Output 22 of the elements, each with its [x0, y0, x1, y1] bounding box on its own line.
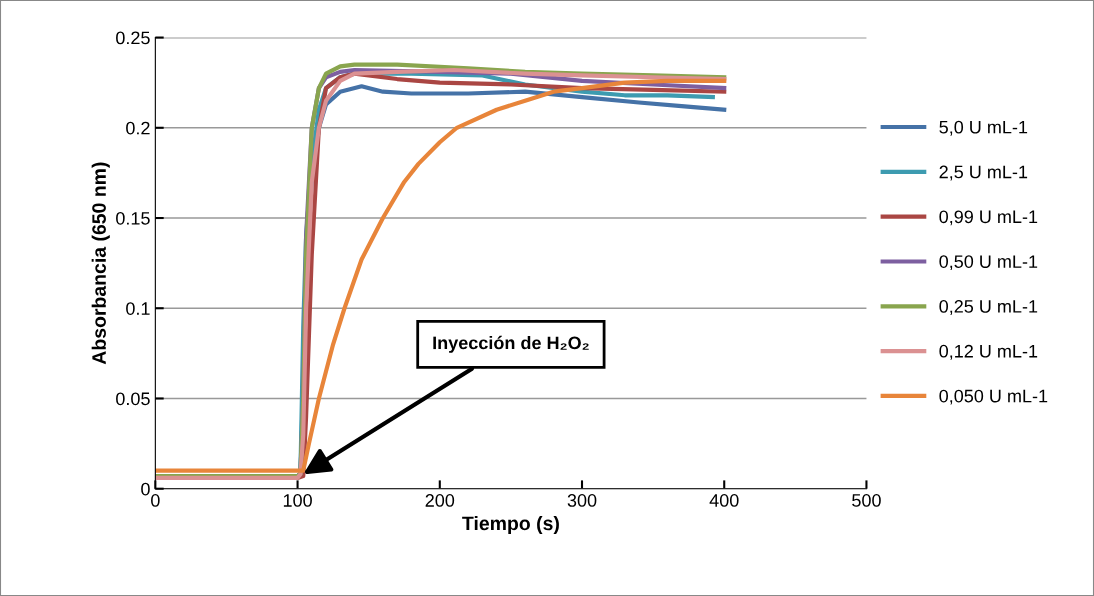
y-tick-label: 0.1	[126, 302, 150, 315]
x-tick-label: 300	[567, 494, 597, 507]
y-tick-label: 0.2	[126, 121, 150, 135]
y-axis-title: Absorbancia (650 nm)	[91, 162, 110, 365]
x-tick-label: 100	[283, 494, 312, 507]
legend-label: 2,5 U mL-1	[939, 165, 1028, 181]
y-tick-label: 0	[141, 482, 150, 496]
y-tick-label: 0.05	[116, 392, 150, 406]
y-tick-label: 0.25	[116, 31, 150, 45]
x-tick-label: 200	[425, 494, 455, 507]
legend-label: 0,99 U mL-1	[939, 210, 1038, 226]
legend-label: 0,050 U mL-1	[939, 389, 1048, 405]
annotation: Inyección de H₂O₂	[433, 335, 589, 353]
x-tick-label: 0	[151, 494, 160, 507]
legend-label: 0,50 U mL-1	[939, 255, 1038, 271]
legend-label: 0,25 U mL-1	[939, 300, 1038, 315]
x-tick-label: 400	[709, 494, 739, 507]
legend-label: 5,0 U mL-1	[939, 120, 1028, 136]
y-tick-label: 0.15	[116, 211, 150, 225]
x-axis-title: Tiempo (s)	[462, 515, 559, 535]
x-tick-label: 500	[852, 494, 881, 507]
legend-label: 0,12 U mL-1	[939, 344, 1038, 360]
